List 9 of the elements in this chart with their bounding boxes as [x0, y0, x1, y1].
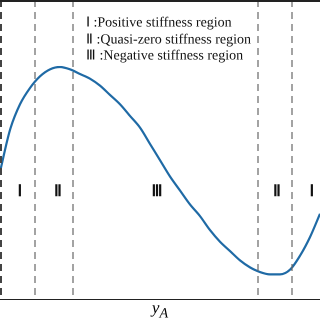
x-axis-title: y$_{A}$	[150, 298, 170, 320]
annotation: Ⅰ	[310, 183, 314, 200]
annotation: Ⅱ	[273, 183, 281, 200]
annotation: Ⅲ	[152, 183, 162, 200]
annotation: Ⅱ	[54, 183, 62, 200]
annotation: Ⅰ	[18, 183, 22, 200]
text: Ⅰ :Positive stiffness region	[86, 16, 232, 31]
text: Ⅲ :Negative stiffness region	[86, 48, 244, 64]
text: Ⅱ :Quasi-zero stiffness region	[86, 32, 251, 48]
